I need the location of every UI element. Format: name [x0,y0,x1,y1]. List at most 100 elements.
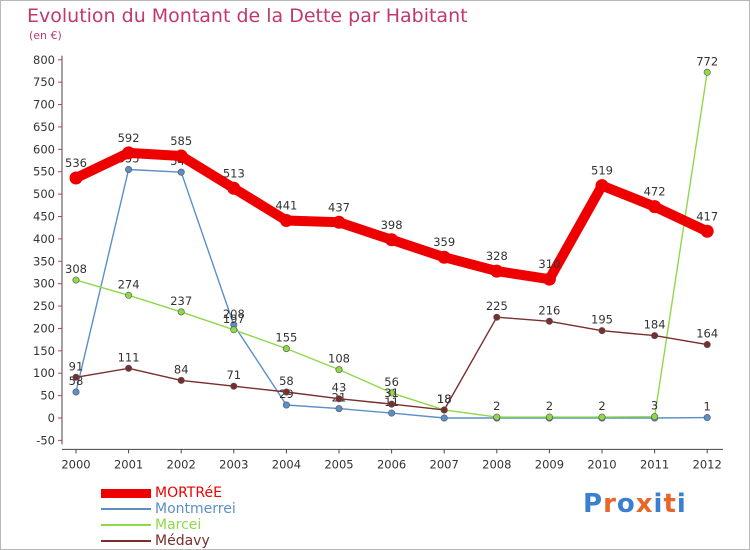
data-point [545,413,553,421]
x-tick-label: 2009 [535,457,564,471]
x-tick-label: 2004 [272,457,301,471]
data-point [125,165,133,173]
data-label: 197 [223,312,245,326]
data-point [177,308,185,316]
data-label: 56 [384,375,399,389]
data-label: 536 [65,156,87,170]
data-label: 111 [118,350,140,364]
data-label: 108 [328,352,350,366]
y-tick-label: -50 [36,433,55,447]
x-tick-label: 2006 [377,457,406,471]
y-tick-label: 300 [33,277,55,291]
data-label: 274 [118,277,140,291]
data-label: 441 [275,199,297,213]
data-label: 398 [381,218,403,232]
data-label: 225 [486,299,508,313]
data-point [282,401,290,409]
y-tick-label: 550 [33,165,55,179]
data-label: 184 [644,318,666,332]
y-tick-label: 200 [33,321,55,335]
data-label: 328 [486,249,508,263]
data-point [72,388,80,396]
data-label: 513 [223,166,245,180]
data-point [335,366,343,374]
data-point [651,332,659,340]
data-point [388,400,396,408]
data-point [700,224,714,238]
series-mortr-e: 536 592 585 513 441 437 398 359 328 310 519 472 417 [65,131,718,286]
y-tick-label: 750 [33,75,55,89]
data-point [177,376,185,384]
legend-label: Marcei [155,517,202,533]
data-point [335,395,343,403]
data-point [122,146,136,160]
y-tick-label: 700 [33,98,55,112]
proxiti-logo: Proxiti [583,489,687,519]
y-tick-label: 250 [33,299,55,313]
data-label: 155 [275,331,297,345]
data-point [174,149,188,163]
data-point [648,200,662,214]
data-point [437,250,451,264]
logo-letter: o [616,489,636,519]
legend-label: Montmerrei [155,501,236,517]
data-label: 31 [384,386,399,400]
data-point [385,233,399,247]
x-tick-label: 2007 [430,457,459,471]
y-tick-label: 500 [33,187,55,201]
data-label: 164 [696,327,718,341]
data-point [651,413,659,421]
y-tick-label: 350 [33,254,55,268]
y-tick-label: 600 [33,142,55,156]
chart-title: Evolution du Montant de la Dette par Hab… [27,5,468,27]
data-point [72,276,80,284]
data-point [72,373,80,381]
logo-letter: x [635,489,654,519]
data-label: 91 [69,359,84,373]
data-point [69,171,83,185]
y-tick-label: 650 [33,120,55,134]
logo-letter: i [653,489,664,519]
data-point [542,272,556,286]
data-label: 2 [493,399,500,413]
data-label: 437 [328,200,350,214]
data-point [490,264,504,278]
y-tick-label: 100 [33,366,55,380]
x-tick-label: 2008 [482,457,511,471]
y-tick-label: 400 [33,232,55,246]
x-tick-label: 2005 [324,457,353,471]
data-point [703,68,711,76]
x-tick-label: 2003 [219,457,248,471]
data-point [177,168,185,176]
data-point [703,414,711,422]
legend-swatch [101,508,151,510]
data-point [493,413,501,421]
data-label: 58 [69,374,84,388]
data-label: 43 [332,381,347,395]
data-point [440,414,448,422]
data-label: 359 [433,235,455,249]
data-label: 18 [437,392,452,406]
x-tick-label: 2000 [61,457,90,471]
data-point [335,405,343,413]
data-label: 2 [546,399,553,413]
data-label: 208 [223,307,245,321]
data-label: 592 [118,131,140,145]
x-tick-label: 2001 [114,457,143,471]
legend-label: MORTRéE [155,485,222,501]
x-tick-label: 2002 [167,457,196,471]
data-point [703,341,711,349]
logo-letter: r [603,489,617,519]
data-point [545,317,553,325]
logo-letter: t [663,489,677,519]
data-label: 237 [170,294,192,308]
data-point [440,406,448,414]
legend-swatch [101,540,151,542]
data-label: 308 [65,262,87,276]
data-label: 58 [279,374,294,388]
legend-swatch [101,488,151,498]
data-label: 585 [170,134,192,148]
data-point [125,291,133,299]
